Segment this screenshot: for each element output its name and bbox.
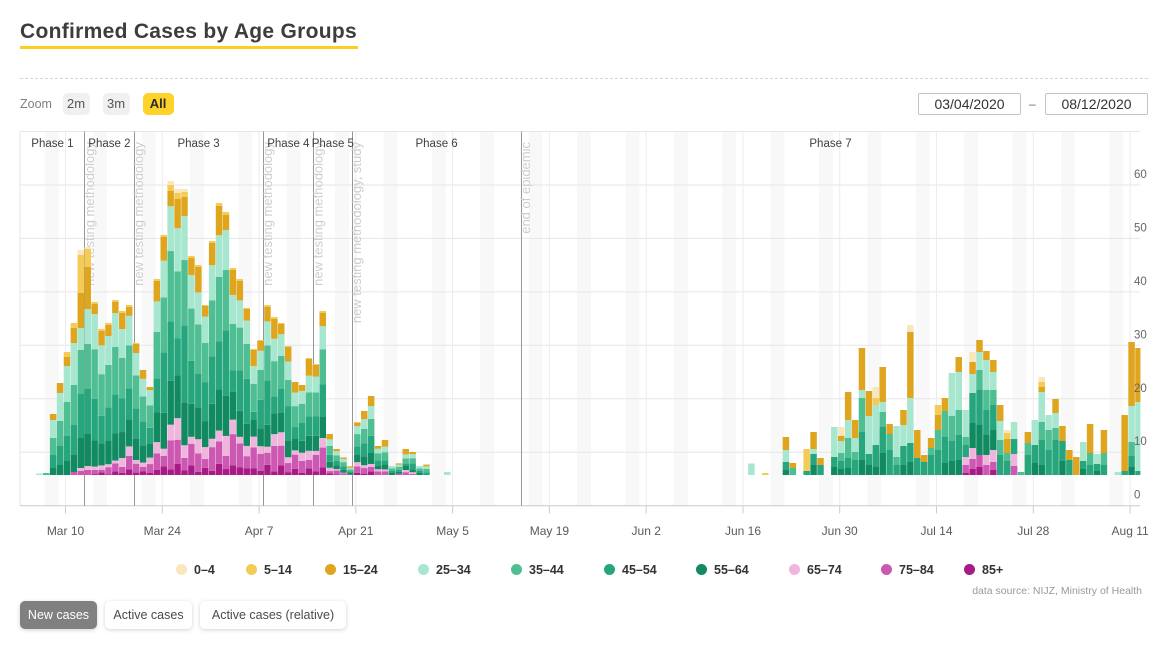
svg-text:Jul 14: Jul 14 bbox=[920, 524, 952, 538]
svg-text:40: 40 bbox=[1134, 276, 1147, 288]
svg-text:Phase 7: Phase 7 bbox=[809, 138, 851, 150]
svg-text:Mar 24: Mar 24 bbox=[144, 524, 182, 538]
svg-text:10: 10 bbox=[1134, 436, 1147, 448]
svg-text:Phase 3: Phase 3 bbox=[177, 138, 219, 150]
svg-text:Jun 2: Jun 2 bbox=[632, 524, 662, 538]
svg-text:Phase 6: Phase 6 bbox=[415, 138, 457, 150]
svg-text:20: 20 bbox=[1134, 383, 1147, 395]
svg-text:Phase 4: Phase 4 bbox=[267, 138, 310, 150]
svg-text:60: 60 bbox=[1134, 169, 1147, 181]
svg-text:Jun 16: Jun 16 bbox=[725, 524, 761, 538]
svg-text:30: 30 bbox=[1134, 329, 1147, 341]
svg-text:Mar 10: Mar 10 bbox=[47, 524, 85, 538]
svg-text:50: 50 bbox=[1134, 222, 1147, 234]
svg-text:0: 0 bbox=[1134, 490, 1140, 502]
svg-text:Phase 1: Phase 1 bbox=[31, 138, 73, 150]
svg-text:new testing methodology: new testing methodology bbox=[131, 142, 146, 286]
svg-text:Jun 30: Jun 30 bbox=[822, 524, 858, 538]
svg-text:end of epidemic: end of epidemic bbox=[518, 142, 533, 234]
svg-text:May 5: May 5 bbox=[436, 524, 469, 538]
svg-text:May 19: May 19 bbox=[530, 524, 570, 538]
svg-text:Jul 28: Jul 28 bbox=[1017, 524, 1049, 538]
svg-text:Phase 5: Phase 5 bbox=[312, 138, 354, 150]
svg-text:Phase 2: Phase 2 bbox=[88, 138, 130, 150]
svg-text:new testing methodology: new testing methodology bbox=[311, 142, 326, 286]
svg-text:new testing methodology, study: new testing methodology, study bbox=[349, 142, 364, 324]
svg-text:Aug 11: Aug 11 bbox=[1112, 524, 1149, 538]
svg-text:Apr 7: Apr 7 bbox=[245, 524, 274, 538]
svg-text:new testing methodology: new testing methodology bbox=[260, 142, 275, 286]
svg-text:Apr 21: Apr 21 bbox=[338, 524, 374, 538]
